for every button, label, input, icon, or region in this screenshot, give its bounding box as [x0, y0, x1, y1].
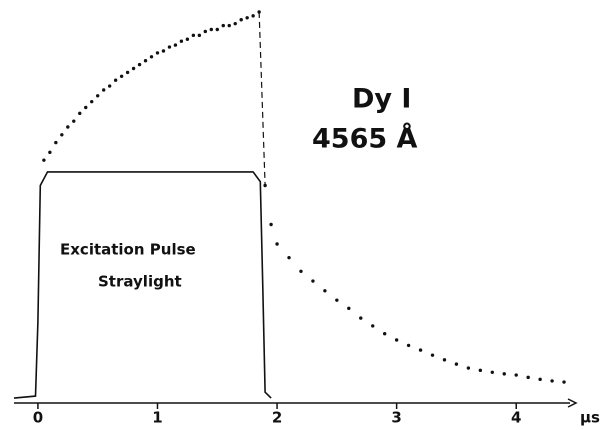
data-point	[466, 366, 471, 370]
x-axis-label: µs	[580, 409, 600, 427]
data-point	[113, 78, 118, 82]
data-point	[42, 158, 46, 162]
data-point	[227, 23, 231, 28]
x-tick-label: 1	[152, 409, 162, 427]
data-point	[299, 269, 303, 273]
data-point	[149, 55, 154, 59]
data-point	[430, 353, 435, 357]
data-point	[119, 74, 124, 79]
data-point	[137, 62, 142, 67]
data-point	[221, 23, 225, 28]
data-point	[185, 37, 190, 41]
data-point	[239, 18, 243, 22]
data-point	[203, 29, 208, 34]
data-point	[406, 343, 411, 348]
data-point	[107, 84, 112, 88]
data-point	[454, 362, 459, 366]
data-point	[335, 298, 339, 302]
data-point	[287, 255, 291, 260]
data-point	[209, 27, 213, 32]
straylight-label: Straylight	[98, 273, 182, 291]
pulse-label: Excitation Pulse	[60, 241, 196, 259]
drop-connector	[258, 11, 266, 186]
data-point	[72, 119, 76, 123]
data-point	[442, 358, 447, 362]
data-point	[233, 21, 237, 26]
data-point	[550, 379, 554, 383]
x-tick-label: 3	[391, 409, 401, 427]
data-point	[48, 150, 52, 155]
data-point	[275, 242, 279, 246]
data-point	[54, 140, 58, 145]
data-point	[167, 45, 172, 49]
data-point	[382, 332, 387, 336]
data-point	[269, 222, 273, 227]
data-point	[418, 348, 423, 352]
pulse-line	[13, 171, 272, 399]
data-point	[143, 59, 148, 63]
data-point	[514, 373, 518, 377]
wavelength-label: 4565 Å	[312, 123, 418, 155]
data-point	[562, 380, 566, 384]
data-point	[490, 370, 494, 375]
data-point	[394, 338, 399, 342]
data-point	[197, 33, 202, 38]
data-point	[173, 43, 178, 47]
data-point	[90, 99, 94, 104]
data-point	[526, 375, 530, 380]
data-point	[161, 49, 166, 53]
x-tick-label: 0	[33, 409, 43, 427]
x-axis-arrow	[567, 398, 578, 408]
x-tick-label: 2	[272, 409, 282, 427]
data-point	[125, 70, 130, 75]
data-point	[191, 33, 196, 38]
data-point	[347, 306, 351, 311]
data-point	[155, 51, 160, 55]
data-point	[359, 316, 363, 320]
data-point	[215, 27, 219, 32]
data-point	[323, 289, 327, 293]
data-point	[502, 372, 506, 376]
data-point	[245, 16, 249, 20]
element-label: Dy I	[352, 84, 411, 115]
x-tick-label: 4	[511, 409, 521, 427]
data-point	[66, 125, 70, 129]
data-point	[251, 14, 255, 18]
data-point	[538, 377, 542, 382]
data-point	[131, 66, 136, 71]
data-point	[101, 88, 106, 92]
data-point	[179, 39, 184, 43]
data-point	[371, 324, 375, 328]
data-point	[311, 279, 315, 283]
data-point	[60, 133, 64, 137]
data-point	[257, 10, 261, 14]
data-point	[84, 105, 88, 110]
data-point	[96, 94, 100, 98]
data-point	[78, 111, 82, 116]
data-point	[478, 368, 483, 373]
